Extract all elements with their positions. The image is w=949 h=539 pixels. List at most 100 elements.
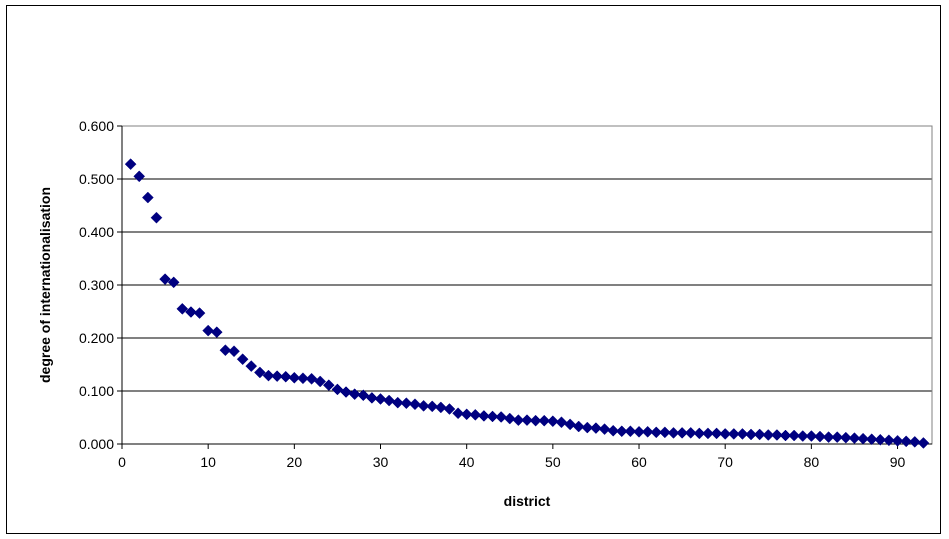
data-point <box>478 410 490 422</box>
data-point <box>357 389 370 402</box>
data-point <box>641 425 654 438</box>
data-point <box>814 430 826 443</box>
data-point <box>400 397 413 410</box>
data-point <box>529 414 542 427</box>
data-point <box>848 432 861 445</box>
data-point <box>702 427 714 440</box>
data-point <box>753 428 766 441</box>
data-point <box>305 372 318 385</box>
data-point <box>228 345 240 358</box>
data-point <box>521 414 533 427</box>
data-point <box>409 398 421 411</box>
data-point <box>564 418 576 431</box>
data-point <box>883 434 895 447</box>
data-point <box>546 415 559 428</box>
x-tick-labels: 0 10 20 30 40 50 60 70 80 90 <box>118 444 906 470</box>
data-point <box>159 273 171 286</box>
chart-area <box>6 5 941 534</box>
data-point <box>736 428 749 440</box>
data-point <box>667 427 680 439</box>
data-point <box>331 383 344 396</box>
data-point <box>822 431 835 443</box>
y-tick-label: 0.200 <box>79 330 114 346</box>
data-point <box>839 431 852 444</box>
y-tick-label: 0.500 <box>79 171 114 187</box>
data-point <box>590 422 602 434</box>
data-point <box>745 428 757 441</box>
x-tick-label: 0 <box>118 454 126 470</box>
data-point <box>624 425 637 438</box>
data-point <box>581 421 594 434</box>
data-point <box>288 371 301 384</box>
y-tick-labels: 0.000 0.100 0.200 0.300 0.400 0.500 0.600 <box>79 118 122 452</box>
data-point <box>176 302 189 315</box>
data-point <box>469 408 482 421</box>
data-point <box>443 403 456 415</box>
data-point <box>512 414 525 427</box>
data-point <box>383 394 395 407</box>
data-point <box>900 435 913 448</box>
data-point <box>495 411 508 423</box>
data-point <box>762 429 775 441</box>
data-point <box>796 430 809 442</box>
data-point <box>538 414 551 427</box>
data-point <box>167 276 180 289</box>
data-point <box>908 436 921 448</box>
x-tick-label: 90 <box>890 454 906 470</box>
x-tick-label: 20 <box>287 454 303 470</box>
data-point <box>788 429 800 442</box>
data-point <box>417 399 430 412</box>
data-point <box>572 420 585 433</box>
data-point <box>262 369 275 382</box>
y-tick-label: 0.300 <box>79 277 114 293</box>
data-point <box>805 430 818 442</box>
x-tick-label: 60 <box>631 454 647 470</box>
data-point <box>727 428 740 440</box>
gridlines <box>122 125 932 392</box>
data-point <box>719 428 732 440</box>
data-point <box>676 427 688 439</box>
data-point <box>254 366 266 379</box>
y-tick-label: 0.000 <box>79 436 114 452</box>
data-point <box>150 211 163 224</box>
x-tick-label: 40 <box>459 454 475 470</box>
data-point <box>452 407 464 420</box>
data-point <box>486 410 499 423</box>
data-point <box>391 396 404 409</box>
y-tick-label: 0.600 <box>79 118 114 134</box>
data-point <box>271 370 283 383</box>
data-point <box>598 423 611 436</box>
x-tick-label: 80 <box>804 454 820 470</box>
data-point <box>607 424 620 437</box>
x-tick-label: 70 <box>717 454 733 470</box>
data-point <box>202 324 215 337</box>
data-point <box>348 388 361 401</box>
data-point <box>366 392 378 404</box>
data-point <box>426 400 439 413</box>
data-point <box>615 425 628 438</box>
data-point <box>210 326 223 339</box>
y-tick-label: 0.100 <box>79 383 114 399</box>
data-point <box>555 416 568 429</box>
data-point <box>219 344 232 357</box>
y-axis-label: degree of internationalisation <box>37 187 53 383</box>
data-point <box>857 432 869 445</box>
x-tick-label: 50 <box>545 454 561 470</box>
data-point <box>124 158 137 171</box>
data-point <box>874 433 887 446</box>
data-point <box>659 426 671 439</box>
data-point <box>236 353 249 366</box>
data-point <box>340 386 352 398</box>
data-points <box>124 158 930 449</box>
data-point <box>633 425 645 438</box>
data-point <box>650 426 663 439</box>
data-point <box>779 429 792 442</box>
data-point <box>434 401 447 414</box>
data-point <box>297 372 309 385</box>
data-point <box>865 433 878 446</box>
data-point <box>374 393 387 405</box>
data-point <box>917 437 930 449</box>
data-point <box>314 375 327 388</box>
x-tick-label: 30 <box>373 454 389 470</box>
